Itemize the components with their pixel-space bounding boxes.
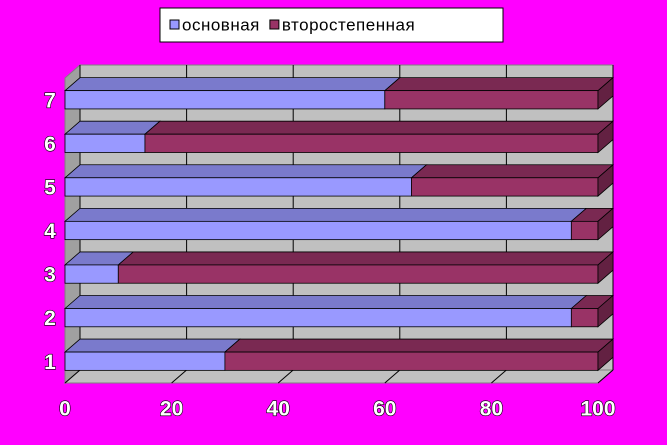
- legend: основная второстепенная: [159, 7, 504, 43]
- bar: [117, 251, 615, 285]
- bar: [570, 207, 615, 241]
- bar-end: [597, 76, 614, 110]
- y-tick-label: 7: [44, 89, 56, 112]
- bar-top: [223, 338, 615, 353]
- bar-front: [144, 133, 599, 153]
- bar-end: [597, 338, 614, 372]
- bar-end: [597, 251, 614, 285]
- bar: [63, 164, 428, 197]
- bar-top: [63, 164, 428, 179]
- x-tick-label: 40: [267, 398, 290, 421]
- y-tick-label: 1: [44, 351, 56, 374]
- grid-line-floor: [171, 369, 187, 384]
- bar: [223, 338, 615, 372]
- bar-end: [597, 163, 614, 197]
- bar-front: [64, 220, 572, 241]
- bar-top: [63, 77, 401, 92]
- bar-end: [597, 207, 614, 241]
- grid-line-floor: [597, 369, 614, 384]
- bar-front: [64, 264, 119, 284]
- bar-front: [570, 308, 599, 328]
- floor: [63, 369, 615, 384]
- bar-front: [64, 133, 146, 153]
- grid-line-floor: [491, 369, 507, 384]
- bar-front: [384, 90, 599, 110]
- bar-top: [63, 120, 162, 135]
- legend-box: [159, 7, 504, 43]
- bar-top: [143, 120, 615, 135]
- bar-top: [63, 338, 241, 353]
- y-tick-label: 6: [44, 133, 56, 156]
- bar-front: [64, 90, 386, 110]
- bar: [63, 251, 135, 284]
- legend-marker: [269, 19, 280, 30]
- bar: [63, 207, 588, 241]
- bar: [63, 120, 162, 153]
- y-tick-label: 3: [44, 264, 56, 287]
- x-tick-label: 100: [580, 398, 615, 421]
- bar-front: [411, 177, 599, 197]
- y-tick-label: 4: [44, 220, 56, 243]
- bar-front: [570, 220, 599, 241]
- bar-end: [597, 294, 614, 328]
- legend-label: основная: [182, 15, 260, 34]
- plot-area: [63, 63, 615, 385]
- grid-line-floor: [384, 369, 401, 384]
- bar: [410, 163, 615, 197]
- bar-front: [224, 351, 599, 371]
- y-tick-label: 5: [44, 176, 56, 199]
- bar: [143, 120, 615, 154]
- legend-label: второстепенная: [282, 15, 415, 34]
- x-tick-label: 0: [59, 398, 71, 421]
- bar-front: [64, 351, 226, 371]
- bar-front: [64, 177, 412, 197]
- bar-top: [63, 295, 588, 309]
- bar: [63, 338, 241, 371]
- x-tick-label: 80: [480, 398, 503, 421]
- bar-front: [117, 264, 599, 284]
- bar-top: [63, 207, 588, 222]
- x-tick-label: 20: [160, 398, 183, 421]
- y-tick-label: 2: [44, 307, 56, 330]
- bar-top: [117, 251, 615, 266]
- grid-line-floor: [64, 369, 81, 384]
- legend-marker: [169, 19, 180, 30]
- bar: [383, 76, 615, 110]
- x-tick-label: 60: [373, 398, 396, 421]
- bar-top: [383, 77, 615, 92]
- bar: [63, 295, 588, 328]
- bar: [570, 294, 615, 328]
- bar-end: [597, 120, 614, 154]
- bar-top: [410, 164, 615, 179]
- bar: [63, 77, 401, 110]
- bar-front: [64, 308, 572, 328]
- grid-line-floor: [277, 369, 294, 384]
